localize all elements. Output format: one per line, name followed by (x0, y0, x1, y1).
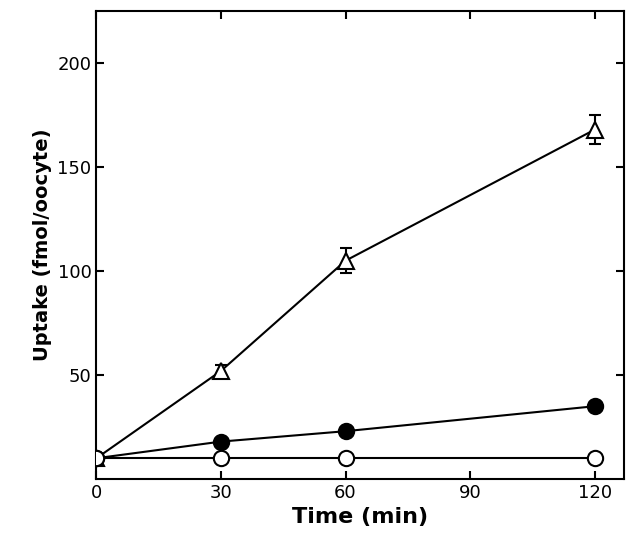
X-axis label: Time (min): Time (min) (292, 507, 428, 527)
Y-axis label: Uptake (fmol/oocyte): Uptake (fmol/oocyte) (33, 129, 52, 361)
